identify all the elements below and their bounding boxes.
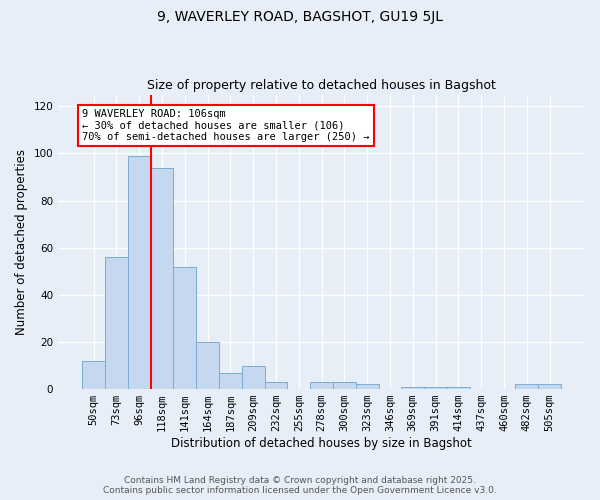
- Bar: [447, 386, 470, 389]
- Bar: [128, 156, 151, 389]
- Y-axis label: Number of detached properties: Number of detached properties: [15, 149, 28, 335]
- Bar: [242, 366, 265, 389]
- Bar: [219, 372, 242, 389]
- Text: 9, WAVERLEY ROAD, BAGSHOT, GU19 5JL: 9, WAVERLEY ROAD, BAGSHOT, GU19 5JL: [157, 10, 443, 24]
- Text: 9 WAVERLEY ROAD: 106sqm
← 30% of detached houses are smaller (106)
70% of semi-d: 9 WAVERLEY ROAD: 106sqm ← 30% of detache…: [82, 108, 370, 142]
- Bar: [173, 266, 196, 389]
- Bar: [401, 386, 424, 389]
- Text: Contains HM Land Registry data © Crown copyright and database right 2025.
Contai: Contains HM Land Registry data © Crown c…: [103, 476, 497, 495]
- Bar: [82, 361, 105, 389]
- Bar: [196, 342, 219, 389]
- Bar: [538, 384, 561, 389]
- Bar: [310, 382, 333, 389]
- Bar: [424, 386, 447, 389]
- Bar: [265, 382, 287, 389]
- Bar: [515, 384, 538, 389]
- X-axis label: Distribution of detached houses by size in Bagshot: Distribution of detached houses by size …: [171, 437, 472, 450]
- Bar: [151, 168, 173, 389]
- Bar: [333, 382, 356, 389]
- Title: Size of property relative to detached houses in Bagshot: Size of property relative to detached ho…: [147, 79, 496, 92]
- Bar: [356, 384, 379, 389]
- Bar: [105, 257, 128, 389]
